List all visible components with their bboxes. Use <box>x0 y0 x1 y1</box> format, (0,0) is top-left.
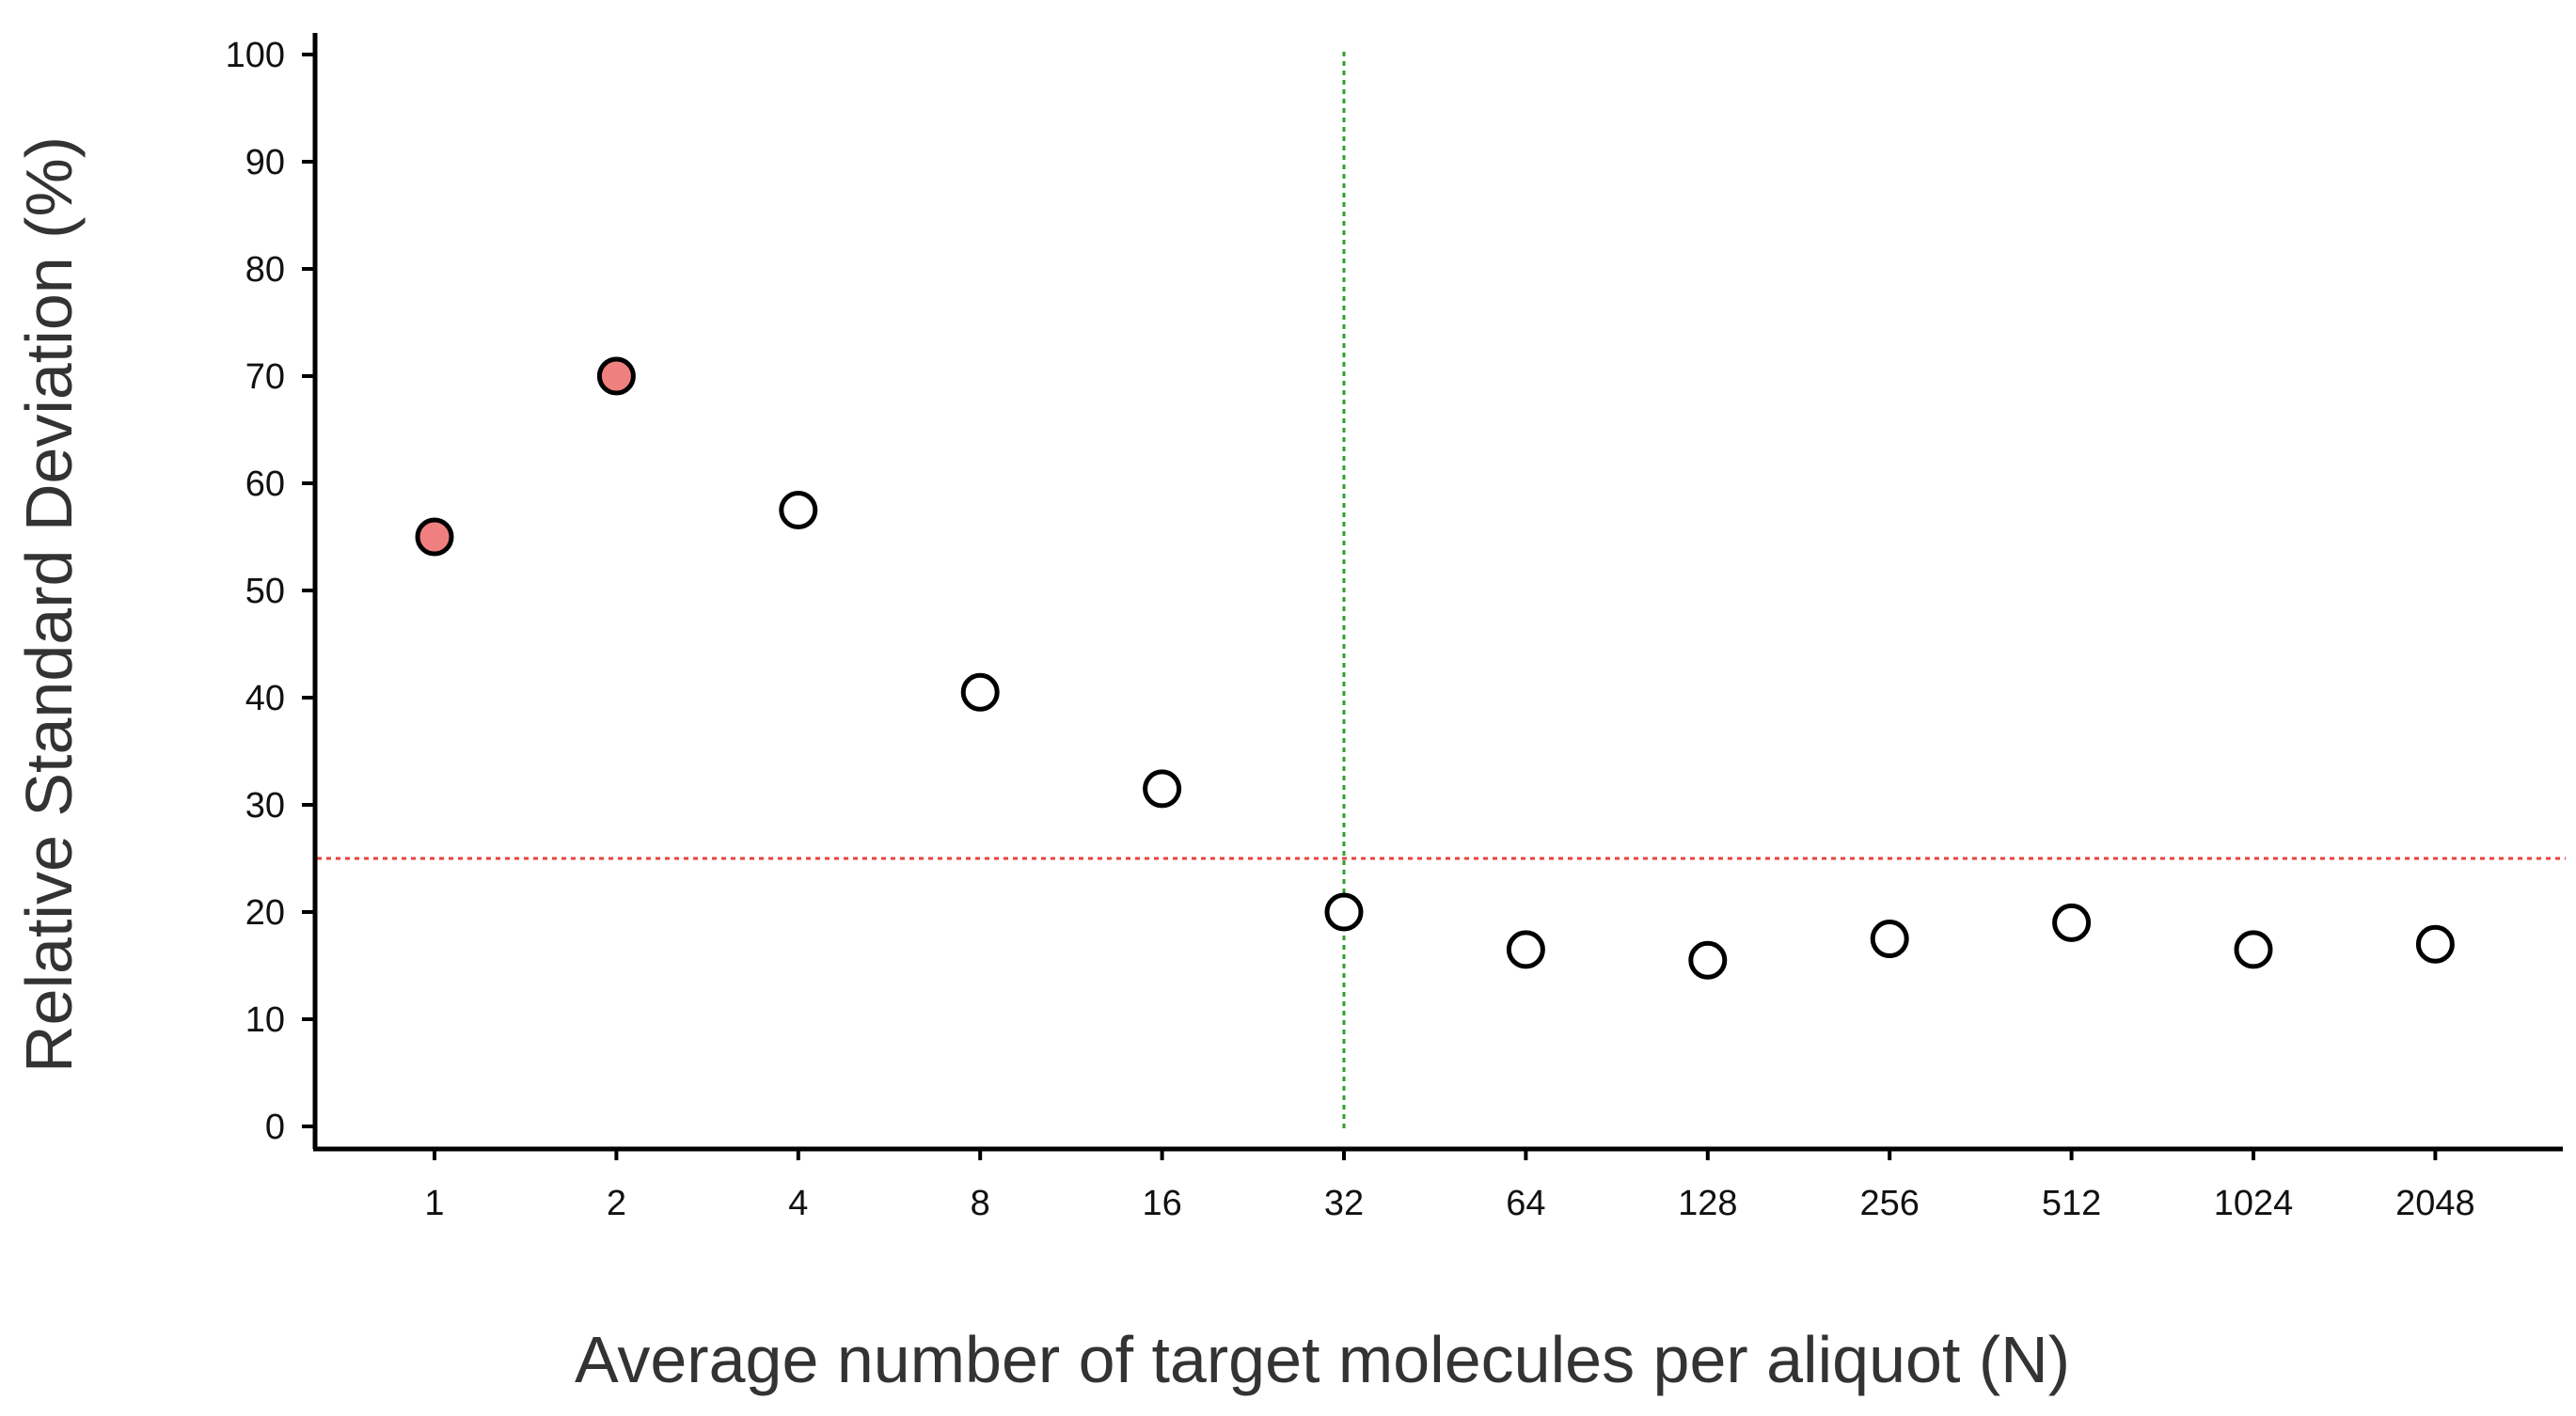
data-point <box>779 491 818 529</box>
x-tick-label: 512 <box>2042 1184 2101 1223</box>
y-tick-label: 70 <box>245 357 285 397</box>
x-tick-label: 1 <box>424 1184 444 1223</box>
x-tick-label: 8 <box>971 1184 990 1223</box>
x-tick-label: 128 <box>1678 1184 1737 1223</box>
x-tick-label: 16 <box>1142 1184 1181 1223</box>
data-point <box>2234 930 2273 969</box>
reference-lines <box>317 52 2566 1128</box>
x-ticks: 1 2 4 8 16 32 64 128 256 512 1024 2048 <box>424 1149 2475 1223</box>
y-tick-label: 0 <box>265 1108 285 1147</box>
y-axis-title: Relative Standard Deviation (%) <box>12 136 86 1073</box>
x-tick-label: 64 <box>1506 1184 1545 1223</box>
y-ticks: 0 10 20 30 40 50 60 70 80 90 100 <box>226 36 315 1147</box>
x-tick-label: 256 <box>1859 1184 1919 1223</box>
y-tick-label: 60 <box>245 464 285 504</box>
data-point <box>2415 924 2455 964</box>
data-point <box>1870 920 1909 958</box>
x-tick-label: 2048 <box>2395 1184 2475 1223</box>
x-tick-label: 2 <box>607 1184 626 1223</box>
y-tick-label: 90 <box>245 143 285 182</box>
y-tick-label: 30 <box>245 786 285 826</box>
x-tick-label: 1024 <box>2214 1184 2294 1223</box>
data-point <box>1324 892 1364 932</box>
x-tick-label: 32 <box>1324 1184 1364 1223</box>
y-tick-label: 10 <box>245 1000 285 1040</box>
data-point <box>415 517 454 557</box>
data-points <box>415 356 2455 980</box>
x-tick-label: 4 <box>788 1184 808 1223</box>
data-point <box>1143 769 1182 809</box>
y-tick-label: 100 <box>226 36 285 75</box>
data-point <box>1506 930 1545 969</box>
x-axis-title: Average number of target molecules per a… <box>575 1323 2070 1396</box>
y-tick-label: 50 <box>245 572 285 611</box>
y-tick-label: 20 <box>245 893 285 933</box>
y-tick-label: 80 <box>245 250 285 290</box>
axes <box>312 33 2563 1152</box>
data-point <box>960 672 1000 712</box>
y-tick-label: 40 <box>245 679 285 718</box>
data-point <box>1688 940 1728 980</box>
data-point <box>596 356 636 396</box>
data-point <box>2052 903 2092 942</box>
